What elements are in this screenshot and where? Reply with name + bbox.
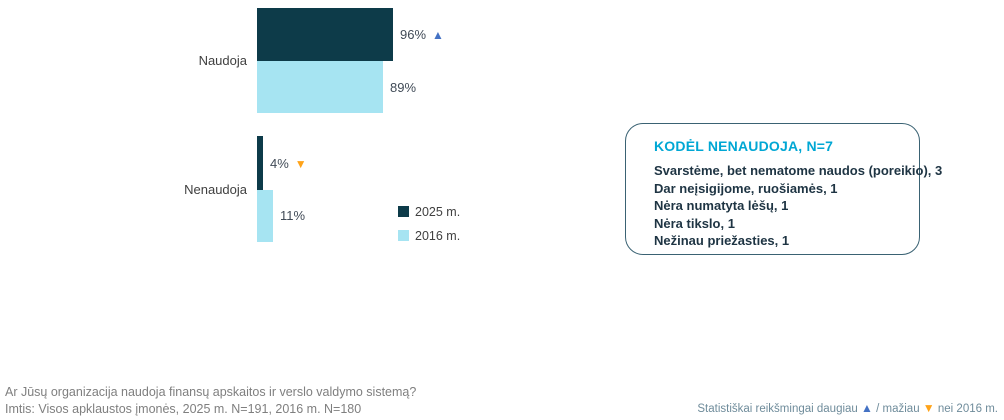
callout-body: Svarstėme, bet nematome naudos (poreikio… (654, 162, 943, 250)
callout-reason-3: Nėra numatyta lėšų, 1 (654, 198, 789, 213)
significance-down-icon: ▼ (922, 401, 935, 415)
callout-kodel-nenaudoja: KODĖL NENAUDOJA, N=7 Svarstėme, bet nema… (625, 123, 943, 255)
significance-down-icon: ▼ (294, 157, 307, 171)
value-label-naudoja-2025: 96% ▲ (400, 27, 444, 43)
value-text: 11% (280, 208, 306, 223)
callout-reason-4: Nėra tikslo, 1 (654, 215, 735, 231)
category-label-nenaudoja: Nenaudoja (184, 182, 247, 197)
legend-swatch-2025 (398, 206, 409, 217)
value-text: 96% (400, 27, 427, 42)
category-label-naudoja: Naudoja (198, 53, 247, 68)
significance-up-icon: ▲ (861, 401, 873, 415)
note-prefix: Statistiškai reikšmingai daugiau (697, 403, 858, 415)
legend-label: 2025 m. (415, 204, 461, 219)
legend-swatch-2016 (398, 230, 409, 241)
legend-item-2016: 2016 m. (398, 228, 460, 243)
value-label-naudoja-2016: 89% (390, 80, 416, 95)
legend-label: 2016 m. (415, 228, 461, 243)
bar-naudoja-2025 (257, 8, 393, 61)
callout-reason-2: Dar neįsigijome, ruošiamės, 1 (654, 180, 838, 196)
callout-reason-5: Nežinau priežasties, 1 (654, 233, 790, 248)
survey-question: Ar Jūsų organizacija naudoja finansų aps… (5, 385, 417, 399)
footnote: Ar Jūsų organizacija naudoja finansų aps… (5, 384, 416, 417)
bar-naudoja-2016 (257, 61, 383, 113)
legend-item-2025: 2025 m. (398, 204, 460, 219)
bar-nenaudoja-2016 (257, 190, 273, 242)
callout-title: KODĖL NENAUDOJA, N=7 (654, 138, 834, 154)
note-suffix: nei 2016 m. (937, 403, 998, 415)
value-label-nenaudoja-2016: 11% (280, 208, 305, 223)
significance-up-icon: ▲ (432, 28, 444, 42)
bar-nenaudoja-2025 (257, 136, 263, 190)
value-text: 4% (270, 156, 289, 171)
callout-reason-1: Svarstėme, bet nematome naudos (poreikio… (654, 163, 943, 178)
value-text: 89% (390, 80, 417, 95)
significance-note: Statistiškai reikšmingai daugiau ▲ / maž… (697, 401, 998, 415)
value-label-nenaudoja-2025: 4% ▼ (270, 156, 307, 172)
sample-note: Imtis: Visos apklaustos įmonės, 2025 m. … (5, 401, 362, 416)
chart-legend: 2025 m. 2016 m. (398, 204, 460, 252)
note-middle: / mažiau (876, 403, 920, 415)
